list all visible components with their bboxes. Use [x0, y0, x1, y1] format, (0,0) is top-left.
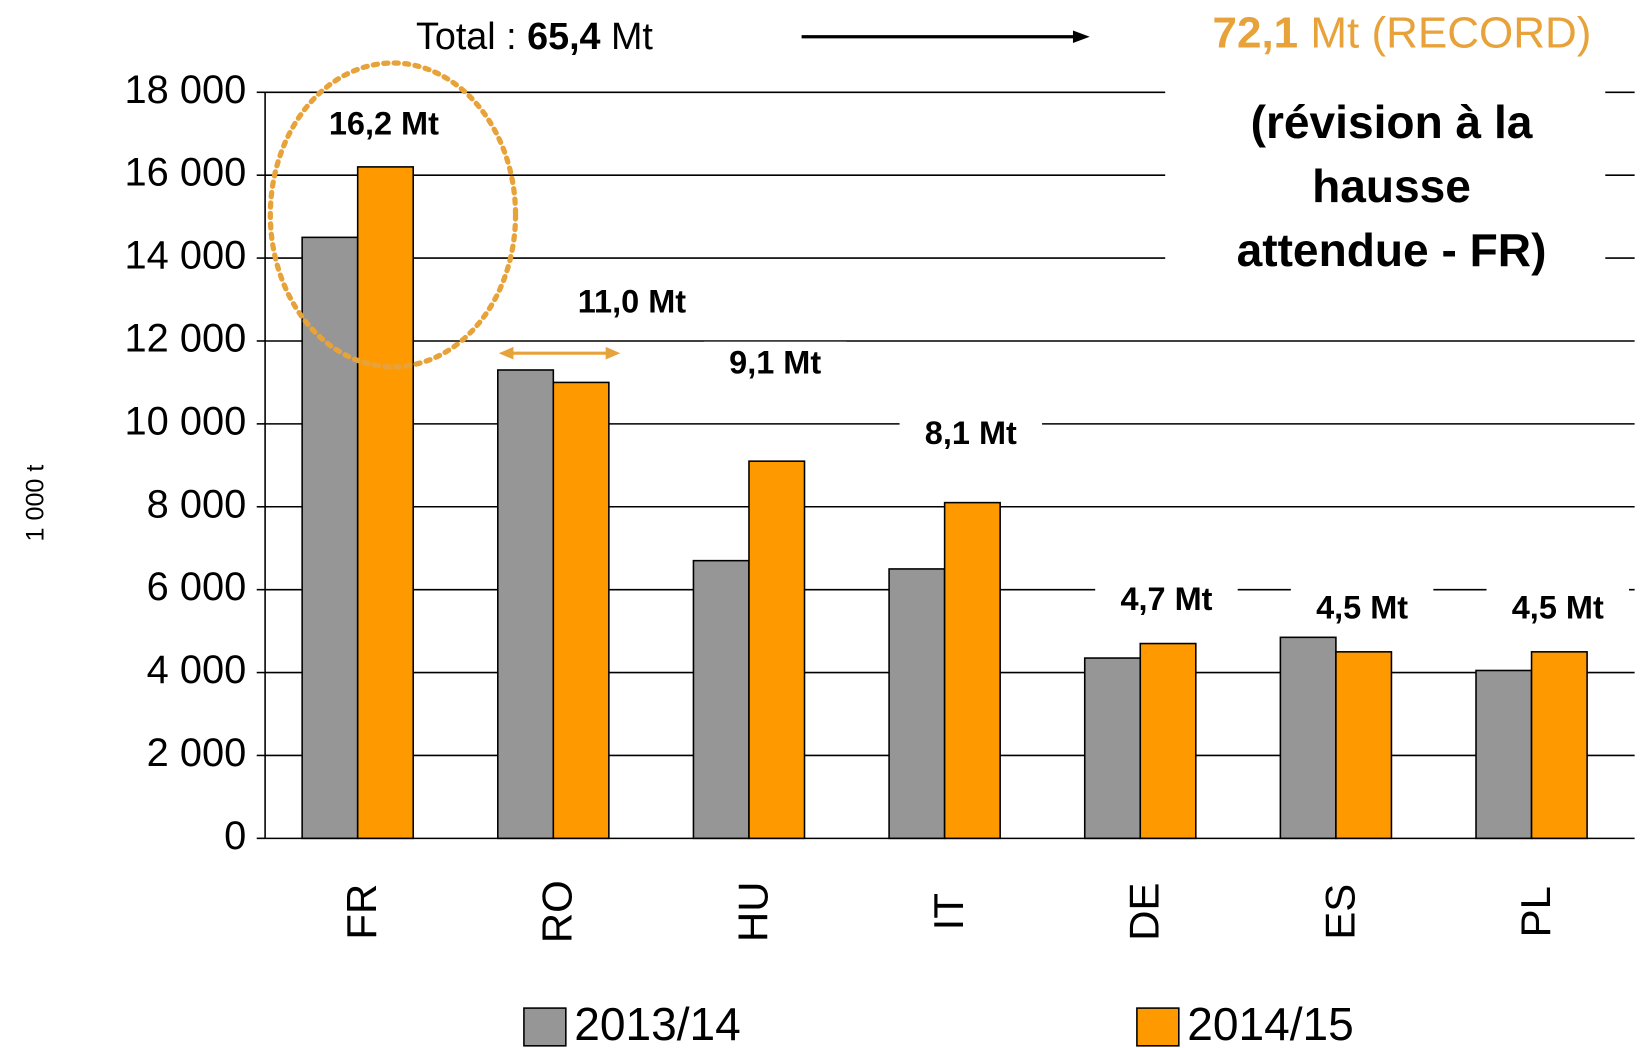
y-tick-label: 2 000	[147, 731, 247, 775]
record-annotation: 72,1 Mt (RECORD)	[1213, 8, 1592, 57]
bar	[301, 236, 359, 840]
x-tick-label: ES	[1316, 884, 1363, 940]
x-tick-label: HU	[729, 881, 776, 942]
legend-label: 2013/14	[574, 998, 741, 1048]
highlight-ellipse	[267, 60, 519, 370]
y-tick-label: 14 000	[125, 234, 247, 278]
record-part: Mt (RECORD)	[1298, 8, 1591, 57]
total-part: 65,4	[527, 15, 600, 57]
label-bg	[312, 102, 456, 149]
x-tick-label: IT	[925, 893, 972, 930]
label-bg	[1290, 586, 1434, 633]
total-part: Mt	[601, 15, 654, 57]
bar	[748, 460, 806, 840]
record-part: 72,1	[1213, 8, 1299, 57]
arrow-head	[605, 346, 621, 360]
label-bg	[1486, 586, 1630, 633]
y-tick-label: 6 000	[147, 565, 247, 609]
x-tick-label: PL	[1512, 886, 1559, 937]
arrow-head	[498, 346, 514, 360]
legend-label: 2014/15	[1187, 998, 1354, 1048]
total-annotation: Total : 65,4 Mt	[416, 15, 653, 57]
bar	[552, 381, 610, 840]
bar	[1083, 657, 1142, 840]
bar	[1335, 651, 1393, 840]
label-bg	[560, 280, 704, 328]
y-axis-label: 1 000 t	[21, 465, 49, 542]
total-part: Total :	[416, 15, 527, 57]
x-tick-label: DE	[1121, 883, 1168, 941]
data-label: 4,5 Mt	[1512, 590, 1604, 626]
y-tick-label: 16 000	[125, 151, 247, 195]
bar	[497, 369, 555, 840]
note-line: attendue - FR)	[1237, 224, 1547, 276]
y-tick-label: 4 000	[147, 648, 247, 692]
data-label: 11,0 Mt	[578, 284, 686, 320]
bar	[1279, 636, 1337, 840]
bar	[888, 568, 946, 840]
x-tick-label: FR	[338, 884, 385, 940]
x-tick-label: RO	[534, 880, 581, 943]
annotation-bg	[1165, 0, 1606, 283]
bar	[356, 166, 415, 840]
bar	[1475, 669, 1533, 840]
y-tick-label: 8 000	[147, 482, 247, 526]
y-tick-label: 18 000	[125, 68, 247, 112]
legend-swatch	[523, 1007, 567, 1047]
arrow-head	[1072, 30, 1090, 44]
data-label: 16,2 Mt	[329, 105, 439, 141]
label-bg	[703, 341, 847, 388]
data-label: 4,5 Mt	[1316, 590, 1408, 626]
label-bg	[1095, 578, 1238, 625]
data-label: 8,1 Mt	[925, 415, 1017, 451]
legend-swatch	[1136, 1007, 1180, 1047]
data-label: 4,7 Mt	[1120, 581, 1212, 617]
data-label: 9,1 Mt	[729, 344, 821, 380]
bar	[692, 559, 750, 840]
bar	[1139, 642, 1197, 840]
y-tick-label: 0	[224, 814, 246, 858]
label-bg	[899, 412, 1043, 459]
bar	[943, 501, 1001, 840]
note-line: (révision à la	[1251, 96, 1533, 148]
note-line: hausse	[1312, 160, 1471, 212]
y-tick-label: 12 000	[125, 316, 247, 360]
y-tick-label: 10 000	[125, 399, 247, 443]
bar	[1530, 651, 1588, 840]
